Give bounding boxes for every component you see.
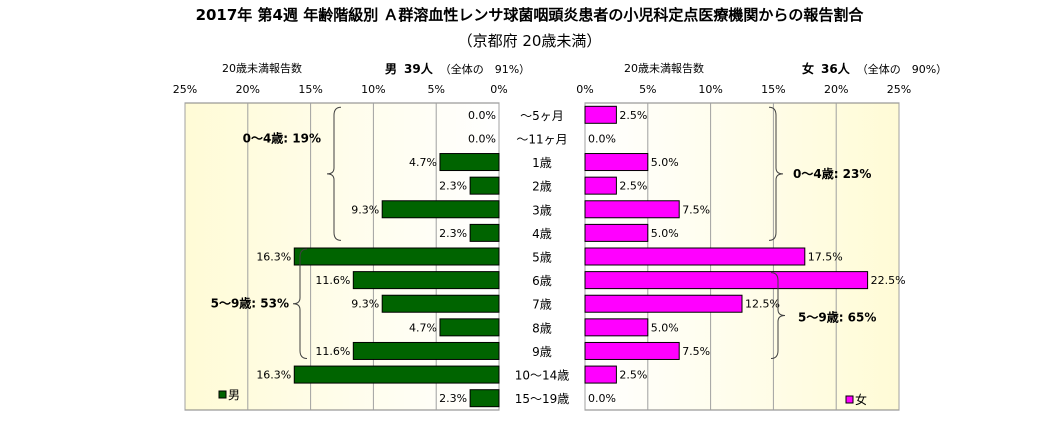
male-bar [439,153,500,172]
male-bar [381,200,500,219]
female-data-label: 12.5% [745,298,780,311]
male-header-number: 39人 [404,62,433,76]
female-bar [584,105,617,124]
female-data-label: 2.5% [619,369,647,382]
male-bar [352,341,500,360]
male-data-label: 2.3% [439,227,467,240]
male-data-label: 9.3% [351,203,379,216]
female-data-label: 0.0% [588,392,616,405]
category-label: 10～14歳 [515,369,570,383]
category-label: 9歳 [532,345,552,359]
male-0-4-bracket [326,106,342,241]
male-bar [469,389,500,408]
male-bar [381,294,500,313]
male-data-label: 0.0% [468,132,496,145]
female-tick-label: 25% [887,83,911,96]
female-data-label: 2.5% [619,109,647,122]
chart-title: 2017年 第4週 年齢階級別 Ａ群溶血性レンサ球菌咽頭炎患者の小児科定点医療機… [195,6,864,24]
female-tick-label: 10% [698,83,722,96]
male-legend-swatch [218,390,227,399]
male-legend-label: 男 [228,388,240,402]
male-bar [293,247,500,266]
male-data-label: 2.3% [439,180,467,193]
female-data-label: 17.5% [808,251,843,264]
female-header-label: 20歳未満報告数 [624,62,704,75]
category-label: 5歳 [532,251,552,265]
female-tick-label: 0% [576,83,593,96]
male-5-9-annotation: 5～9歳: 53% [211,296,289,311]
male-bar [469,176,500,195]
chart-subtitle: （京都府 20歳未満） [457,32,602,50]
category-label: 7歳 [532,298,552,312]
female-bar [584,176,617,195]
category-label: 2歳 [532,180,552,194]
male-data-label: 11.6% [315,274,350,287]
female-bar [584,271,869,290]
female-bar [584,294,743,313]
male-header-share: （全体の 91%） [439,63,531,76]
male-tick-label: 20% [236,83,260,96]
male-5-9-bracket [292,248,308,359]
category-label: ～5ヶ月 [520,109,564,123]
female-bar [584,318,649,337]
male-data-label: 4.7% [409,321,437,334]
category-label: 4歳 [532,227,552,241]
male-tick-label: 25% [173,83,197,96]
female-tick-label: 15% [761,83,785,96]
female-header-number: 36人 [821,62,850,76]
male-tick-label: 10% [361,83,385,96]
category-label: 3歳 [532,203,552,217]
female-header-count: 女 36人 （全体の 90%） [802,60,947,77]
male-bar [352,271,500,290]
category-label: ～11ヶ月 [516,132,567,146]
male-data-label: 9.3% [351,298,379,311]
female-bar [584,200,680,219]
male-data-label: 2.3% [439,392,467,405]
male-data-label: 4.7% [409,156,437,169]
female-data-label: 22.5% [871,274,906,287]
female-0-4-annotation: 0～4歳: 23% [793,166,871,181]
female-tick-label: 20% [824,83,848,96]
category-label: 15～19歳 [515,392,570,406]
category-label: 1歳 [532,156,552,170]
female-data-label: 5.0% [651,156,679,169]
female-legend-label: 女 [855,392,867,407]
male-data-label: 16.3% [256,251,291,264]
female-5-9-annotation: 5～9歳: 65% [798,310,876,325]
male-header-sex: 男 [385,62,398,76]
female-data-label: 5.0% [651,227,679,240]
female-header-sex: 女 [802,62,815,76]
female-header-share: （全体の 90%） [856,63,948,76]
male-header-count: 男 39人 （全体の 91%） [385,60,530,77]
male-bar [469,223,500,242]
male-data-label: 11.6% [315,345,350,358]
male-bar [293,365,500,384]
male-bar [439,318,500,337]
female-0-4-bracket [768,106,784,241]
female-bar [584,153,649,172]
male-0-4-annotation: 0～4歳: 19% [243,130,321,145]
female-tick-label: 5% [639,83,656,96]
female-data-label: 5.0% [651,321,679,334]
male-tick-label: 5% [427,83,444,96]
female-5-9-bracket [770,272,786,359]
male-header-label: 20歳未満報告数 [222,62,302,75]
category-label: 6歳 [532,274,552,288]
female-data-label: 7.5% [682,345,710,358]
female-data-label: 0.0% [588,132,616,145]
female-legend-swatch [845,395,854,404]
male-tick-label: 0% [490,83,507,96]
female-bar [584,247,806,266]
female-data-label: 2.5% [619,180,647,193]
male-data-label: 0.0% [468,109,496,122]
female-data-label: 7.5% [682,203,710,216]
male-tick-label: 15% [298,83,322,96]
female-bar [584,365,617,384]
female-bar [584,223,649,242]
female-bar [584,341,680,360]
category-label: 8歳 [532,321,552,335]
male-data-label: 16.3% [256,369,291,382]
